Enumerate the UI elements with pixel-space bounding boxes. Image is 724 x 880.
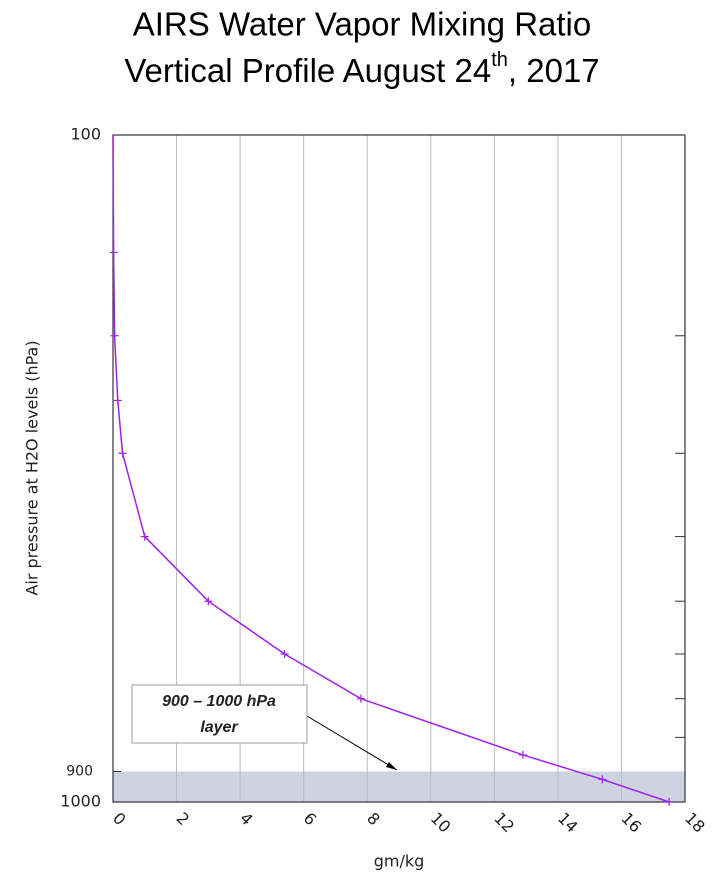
point-marker <box>118 449 127 458</box>
point-marker <box>110 331 119 340</box>
annotation-box <box>131 684 308 744</box>
arrow-head <box>386 762 397 770</box>
x-tick-label: 8 <box>363 809 384 830</box>
point-marker <box>109 248 118 257</box>
point-marker <box>280 650 289 659</box>
point-marker <box>598 775 607 784</box>
annotation-text: layer <box>200 719 238 736</box>
x-tick-label: 18 <box>681 809 709 837</box>
y-tick-label: 900 <box>66 763 93 779</box>
point-marker <box>665 798 674 806</box>
point-marker <box>356 694 365 703</box>
shaded-layer <box>113 771 685 802</box>
x-tick-label: 14 <box>554 809 582 837</box>
point-marker <box>140 532 149 541</box>
x-tick-label: 4 <box>236 809 257 830</box>
annotation-arrow <box>306 715 398 771</box>
title-part: , 2017 <box>508 52 600 89</box>
x-tick-label: 2 <box>173 809 194 830</box>
x-tick-label: 12 <box>490 809 518 837</box>
chart-title: AIRS Water Vapor Mixing Ratio <box>133 6 592 43</box>
title-superscript: th <box>491 49 508 71</box>
y-tick-label: 1000 <box>60 792 101 811</box>
point-marker <box>518 750 527 759</box>
title-part: Vertical Profile August 24 <box>124 52 491 89</box>
y-axis-label: Air pressure at H2O levels (hPa) <box>23 340 42 595</box>
point-marker <box>204 597 213 606</box>
x-tick-label: 6 <box>300 809 321 830</box>
y-tick-label: 100 <box>70 125 101 144</box>
x-tick-label: 16 <box>617 809 645 837</box>
chart-title: Vertical Profile August 24th, 2017 <box>124 49 599 88</box>
annotation-text: 900 – 1000 hPa <box>162 693 276 710</box>
x-axis-label: gm/kg <box>374 852 425 871</box>
x-tick-label: 10 <box>427 809 455 837</box>
point-marker <box>113 396 122 405</box>
x-tick-label: 0 <box>109 809 130 830</box>
profile-line <box>112 134 670 803</box>
plot-frame <box>112 134 686 803</box>
